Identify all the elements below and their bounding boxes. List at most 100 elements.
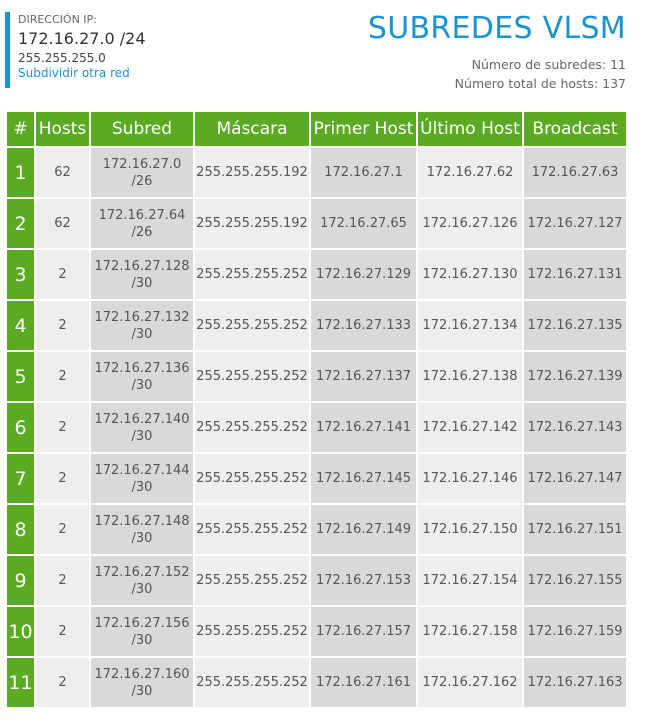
broadcast-cell: 172.16.27.159 [524,607,626,656]
last-host-cell: 172.16.27.150 [418,505,522,554]
ip-info-block: DIRECCIÓN IP: 172.16.27.0 /24 255.255.25… [5,12,146,88]
first-host-cell: 172.16.27.149 [311,505,416,554]
hosts-cell: 2 [36,352,89,401]
subnet-prefix: /26 [131,173,153,189]
broadcast-cell: 172.16.27.147 [524,454,626,503]
first-host-cell: 172.16.27.1 [311,148,416,197]
subnet-cell: 172.16.27.160/30 [91,658,193,707]
column-header-index: # [7,112,34,146]
subnet-prefix: /30 [131,377,153,393]
subnet-address: 172.16.27.144 [94,462,190,478]
subnet-prefix: /30 [131,530,153,546]
broadcast-cell: 172.16.27.151 [524,505,626,554]
last-host-cell: 172.16.27.154 [418,556,522,605]
subnet-cell: 172.16.27.152/30 [91,556,193,605]
subnet-address: 172.16.27.132 [94,309,190,325]
column-header-mask: Máscara [195,112,309,146]
subnet-cell: 172.16.27.140/30 [91,403,193,452]
mask-cell: 255.255.255.252 [195,403,309,452]
mask-cell: 255.255.255.252 [195,352,309,401]
table-row: 3 2 172.16.27.128/30 255.255.255.252 172.16.… [7,250,626,299]
first-host-cell: 172.16.27.141 [311,403,416,452]
row-index-cell: 4 [7,301,34,350]
row-index-cell: 7 [7,454,34,503]
first-host-cell: 172.16.27.133 [311,301,416,350]
hosts-cell: 2 [36,250,89,299]
table-row: 2 62 172.16.27.64/26 255.255.255.192 172.16.… [7,199,626,248]
page-title: SUBREDES VLSM [367,11,626,46]
row-index-cell: 6 [7,403,34,452]
broadcast-cell: 172.16.27.135 [524,301,626,350]
mask-cell: 255.255.255.252 [195,607,309,656]
hosts-cell: 2 [36,556,89,605]
ip-label: DIRECCIÓN IP: [18,13,97,26]
subnet-prefix: /30 [131,275,153,291]
subnet-cell: 172.16.27.0/26 [91,148,193,197]
mask-cell: 255.255.255.252 [195,556,309,605]
broadcast-cell: 172.16.27.63 [524,148,626,197]
first-host-cell: 172.16.27.153 [311,556,416,605]
hosts-cell: 2 [36,454,89,503]
row-index-cell: 3 [7,250,34,299]
last-host-cell: 172.16.27.162 [418,658,522,707]
row-index-cell: 8 [7,505,34,554]
last-host-cell: 172.16.27.126 [418,199,522,248]
hosts-cell: 2 [36,658,89,707]
subnet-prefix: /30 [131,632,153,648]
mask-cell: 255.255.255.252 [195,505,309,554]
total-hosts: Número total de hosts: 137 [454,76,626,91]
row-index-cell: 10 [7,607,34,656]
broadcast-cell: 172.16.27.155 [524,556,626,605]
subnet-address: 172.16.27.140 [94,411,190,427]
last-host-cell: 172.16.27.146 [418,454,522,503]
subnet-cell: 172.16.27.144/30 [91,454,193,503]
mask-cell: 255.255.255.252 [195,250,309,299]
hosts-cell: 2 [36,301,89,350]
subnet-cell: 172.16.27.136/30 [91,352,193,401]
subnet-address: 172.16.27.128 [94,258,190,274]
subnet-cell: 172.16.27.132/30 [91,301,193,350]
column-header-hosts: Hosts [36,112,89,146]
last-host-cell: 172.16.27.134 [418,301,522,350]
subnet-count: Número de subredes: 11 [471,57,626,72]
table-row: 9 2 172.16.27.152/30 255.255.255.252 172.16.… [7,556,626,605]
subnet-address: 172.16.27.136 [94,360,190,376]
first-host-cell: 172.16.27.161 [311,658,416,707]
subnet-prefix: /30 [131,326,153,342]
hosts-cell: 62 [36,199,89,248]
hosts-cell: 2 [36,607,89,656]
last-host-cell: 172.16.27.142 [418,403,522,452]
subnet-cell: 172.16.27.148/30 [91,505,193,554]
table-row: 5 2 172.16.27.136/30 255.255.255.252 172.16.… [7,352,626,401]
table-header-row: # Hosts Subred Máscara Primer Host Últim… [7,112,626,146]
broadcast-cell: 172.16.27.131 [524,250,626,299]
broadcast-cell: 172.16.27.127 [524,199,626,248]
subnet-address: 172.16.27.156 [94,615,190,631]
first-host-cell: 172.16.27.129 [311,250,416,299]
table-row: 4 2 172.16.27.132/30 255.255.255.252 172.16.… [7,301,626,350]
mask-cell: 255.255.255.252 [195,301,309,350]
broadcast-cell: 172.16.27.139 [524,352,626,401]
page-header: DIRECCIÓN IP: 172.16.27.0 /24 255.255.25… [0,0,645,108]
first-host-cell: 172.16.27.65 [311,199,416,248]
table-row: 6 2 172.16.27.140/30 255.255.255.252 172.16.… [7,403,626,452]
table-row: 1 62 172.16.27.0/26 255.255.255.192 172.16.2… [7,148,626,197]
mask-cell: 255.255.255.252 [195,454,309,503]
row-index-cell: 1 [7,148,34,197]
row-index-cell: 2 [7,199,34,248]
subnet-prefix: /30 [131,479,153,495]
first-host-cell: 172.16.27.145 [311,454,416,503]
subnet-prefix: /30 [131,581,153,597]
last-host-cell: 172.16.27.130 [418,250,522,299]
subdivide-link[interactable]: Subdividir otra red [18,66,130,80]
ip-value: 172.16.27.0 /24 [18,29,146,48]
broadcast-cell: 172.16.27.163 [524,658,626,707]
subnet-cell: 172.16.27.64/26 [91,199,193,248]
mask-cell: 255.255.255.192 [195,148,309,197]
last-host-cell: 172.16.27.158 [418,607,522,656]
subnet-cell: 172.16.27.128/30 [91,250,193,299]
table-row: 11 2 172.16.27.160/30 255.255.255.252 172.16… [7,658,626,707]
column-header-broadcast: Broadcast [524,112,626,146]
first-host-cell: 172.16.27.137 [311,352,416,401]
hosts-cell: 2 [36,403,89,452]
